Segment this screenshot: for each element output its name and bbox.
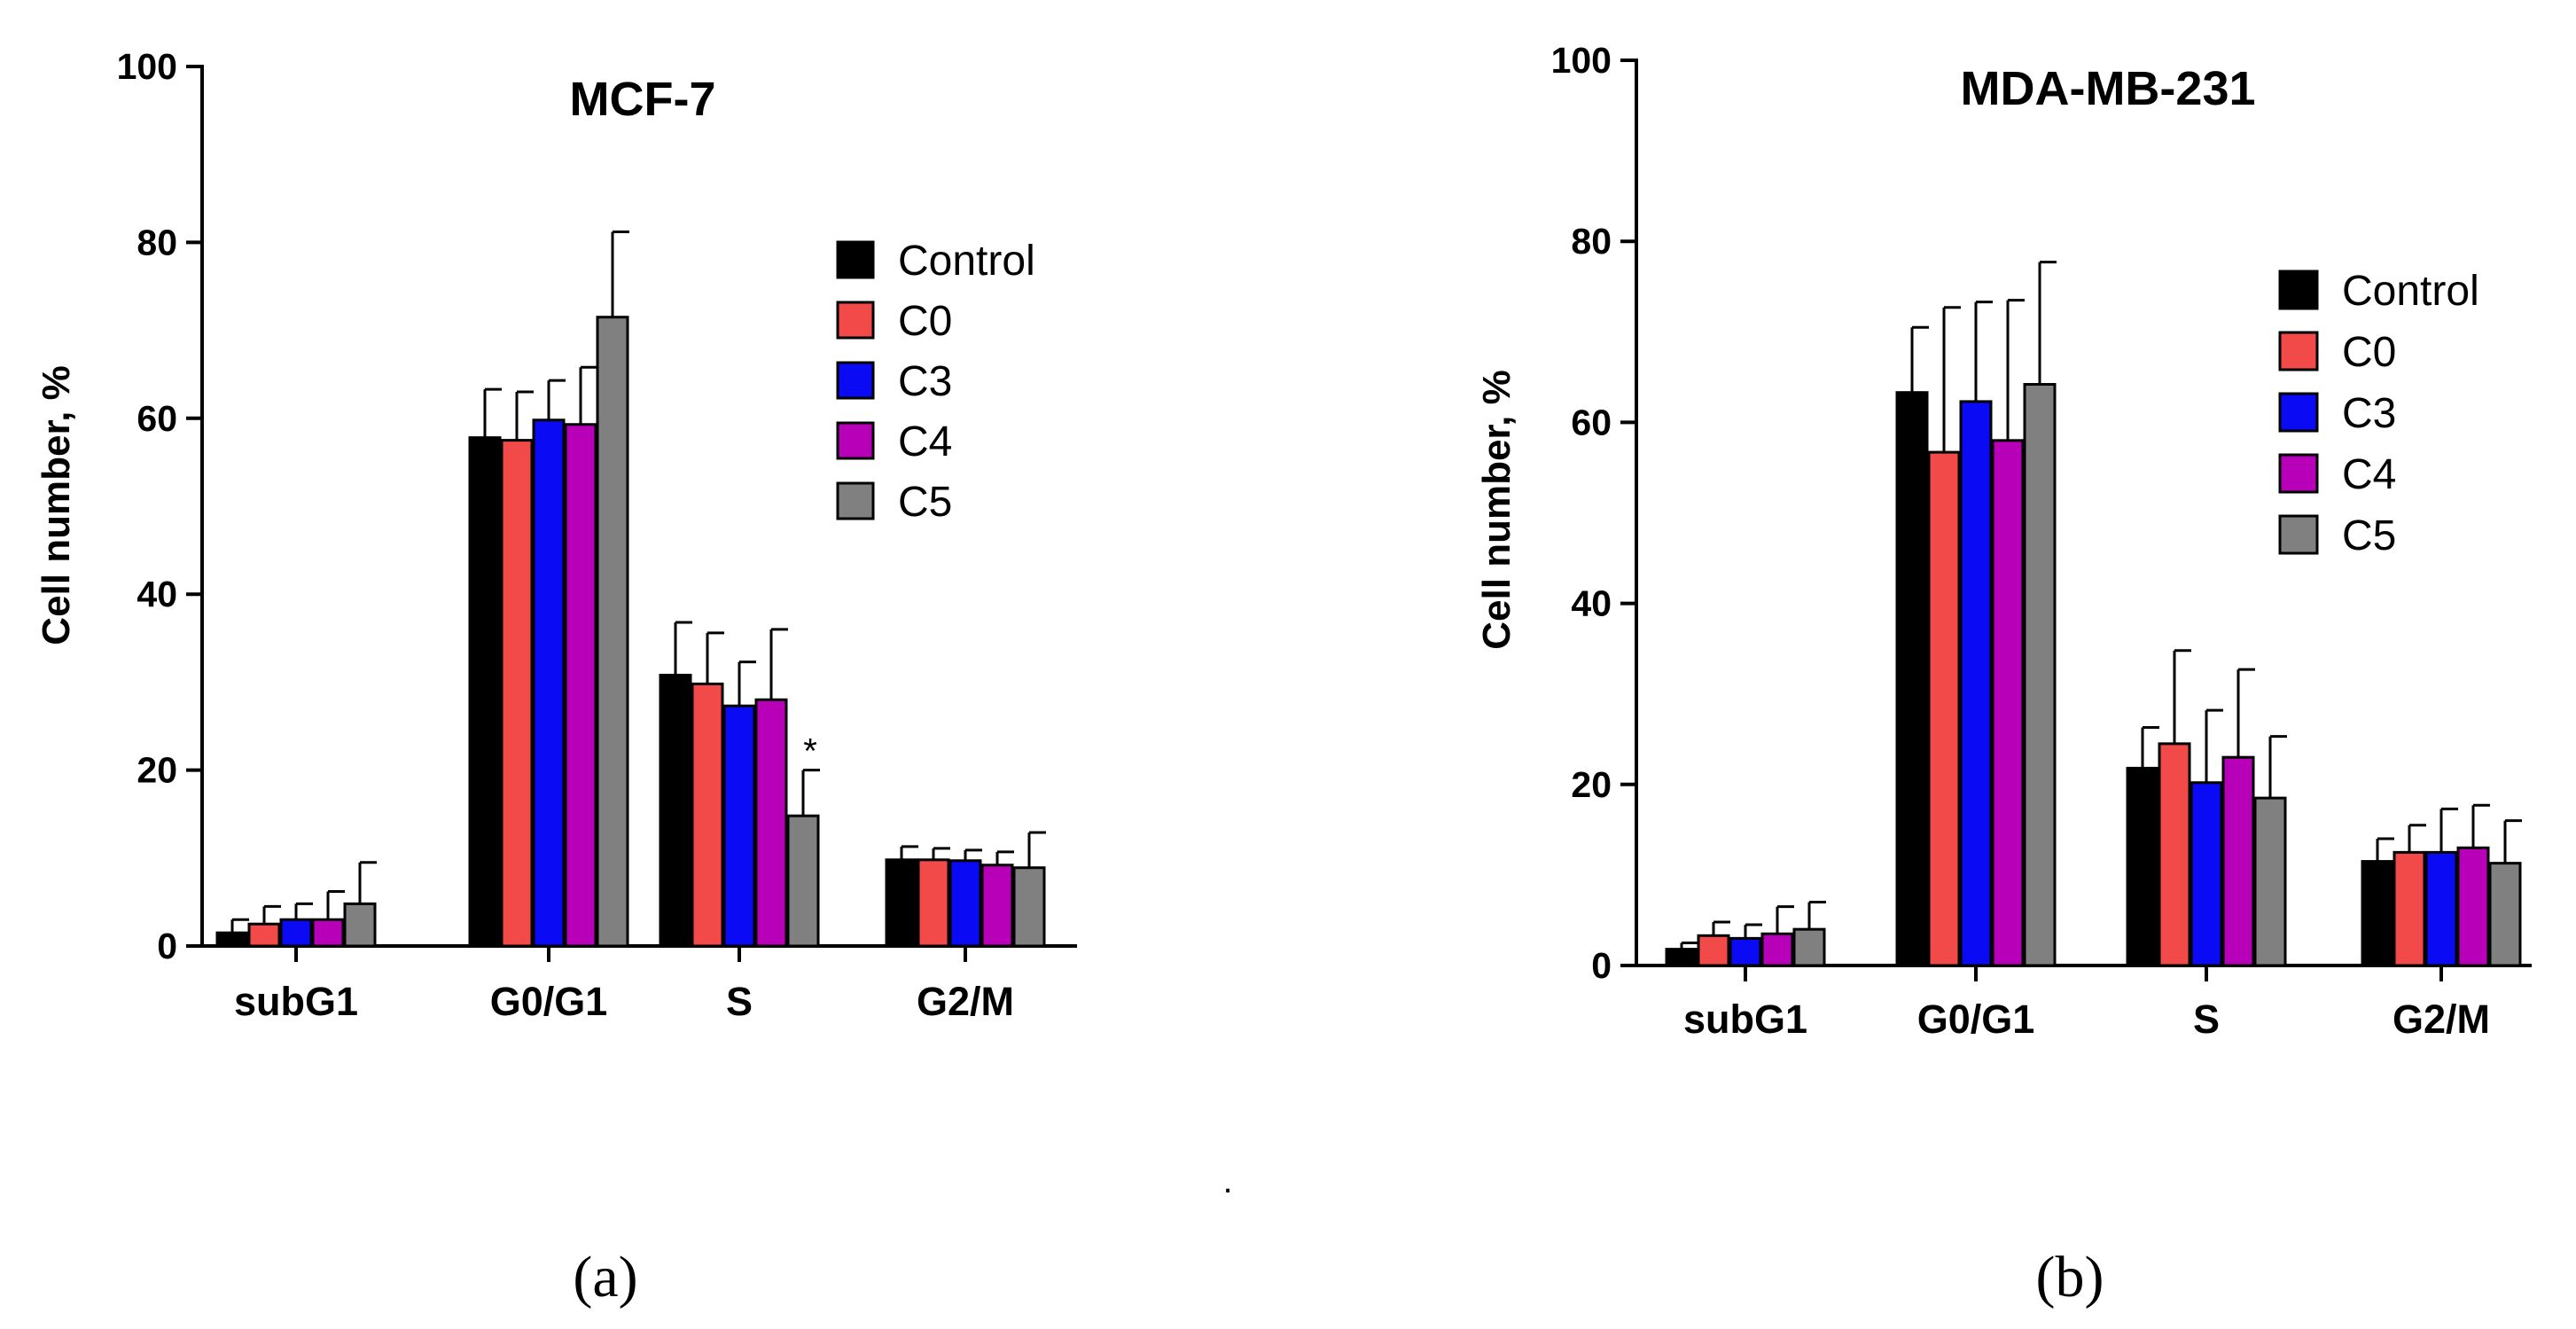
bar-c4-g2-m: [2456, 846, 2490, 967]
bar-c5-g2-m: [2488, 862, 2522, 967]
legend-label-c4: C4: [898, 418, 952, 465]
bar-c3-g0-g1: [1959, 400, 1993, 967]
x-tick-label: G2/M: [917, 979, 1014, 1024]
x-tick-label: G0/G1: [1917, 997, 2035, 1042]
bar-c4-g0-g1: [1991, 439, 2025, 967]
legend-swatch-c3: [2278, 392, 2319, 433]
legend-swatch-control: [2278, 270, 2319, 310]
bar-c5-s: [786, 814, 820, 948]
x-tick-label: S: [2193, 997, 2220, 1042]
y-tick-label: 0: [157, 926, 177, 966]
legend-label-c3: C3: [898, 358, 952, 405]
y-tick-label: 40: [1571, 583, 1612, 624]
x-tick-label: G2/M: [2393, 997, 2490, 1042]
legend-swatch-c5: [836, 481, 875, 520]
bar-c4-s: [754, 698, 788, 948]
legend-swatch-c4: [836, 421, 875, 460]
y-tick-label: 100: [1551, 40, 1612, 81]
y-tick-label: 20: [1571, 764, 1612, 805]
bar-c0-s: [691, 682, 724, 948]
legend-label-control: Control: [898, 238, 1035, 285]
bar-c0-subg1: [247, 922, 281, 948]
legend-swatch-c0: [2278, 331, 2319, 371]
bar-c0-g2-m: [917, 858, 950, 948]
bar-c0-s: [2158, 742, 2191, 967]
y-tick-label: 80: [137, 222, 177, 262]
bar-control-s: [2126, 766, 2159, 967]
x-tick-label: subG1: [1683, 997, 1807, 1042]
bar-control-subg1: [215, 931, 249, 948]
bar-c5-g0-g1: [596, 316, 629, 948]
legend-label-c4: C4: [2342, 451, 2396, 498]
legend-label-control: Control: [2342, 268, 2479, 315]
bar-c4-subg1: [311, 918, 345, 948]
bar-c3-g0-g1: [532, 418, 566, 948]
bar-c5-subg1: [1792, 927, 1826, 967]
x-tick-label: subG1: [234, 979, 358, 1024]
legend-swatch-control: [836, 240, 875, 279]
legend-label-c0: C0: [2342, 329, 2396, 376]
bar-control-g2-m: [2361, 860, 2394, 967]
y-tick-label: 0: [1591, 945, 1612, 986]
bar-c3-s: [722, 704, 756, 948]
bar-control-s: [659, 673, 692, 948]
bar-c3-g2-m: [948, 859, 982, 948]
bar-c4-g0-g1: [564, 423, 597, 948]
y-axis-label: Cell number, %: [1475, 370, 1518, 649]
separator-dot: .: [1222, 1161, 1232, 1200]
bar-c4-g2-m: [980, 864, 1014, 948]
bar-c3-subg1: [279, 918, 313, 948]
bar-c5-g0-g1: [2023, 383, 2057, 967]
x-tick-label: G0/G1: [490, 979, 608, 1024]
y-tick-label: 20: [137, 750, 177, 791]
panel-label: (b): [2036, 1245, 2104, 1309]
bar-c0-subg1: [1697, 934, 1730, 967]
x-tick-label: S: [726, 979, 753, 1024]
legend-swatch-c4: [2278, 453, 2319, 494]
chart-title: MCF-7: [570, 73, 716, 126]
bar-c3-s: [2190, 781, 2223, 967]
bar-c0-g0-g1: [1927, 450, 1961, 967]
y-axis-label: Cell number, %: [35, 365, 78, 645]
legend-swatch-c3: [836, 361, 875, 400]
y-tick-label: 80: [1571, 221, 1612, 262]
chart-title: MDA-MB-231: [1960, 62, 2255, 115]
bar-control-g0-g1: [1895, 391, 1929, 967]
bar-c5-g2-m: [1012, 866, 1046, 948]
bar-c5-subg1: [343, 902, 377, 948]
y-tick-label: 60: [137, 398, 177, 439]
bar-c3-subg1: [1729, 936, 1762, 967]
bar-c5-s: [2253, 796, 2287, 967]
bar-control-subg1: [1665, 948, 1698, 967]
bar-c0-g0-g1: [500, 439, 534, 948]
panel-label: (a): [573, 1245, 637, 1309]
bar-control-g2-m: [885, 858, 918, 948]
chart-panel-mcf7: MCF-7 Cell number, % 0 20 40 60 80 100 subG1 G0/G…: [35, 46, 1077, 1309]
legend-label-c5: C5: [2342, 512, 2396, 559]
legend-label-c0: C0: [898, 298, 952, 345]
y-tick-label: 100: [117, 46, 177, 87]
significance-marker: *: [803, 732, 817, 771]
bar-c0-g2-m: [2393, 850, 2426, 967]
y-tick-label: 60: [1571, 402, 1612, 442]
y-tick-label: 40: [137, 574, 177, 614]
bar-c4-s: [2221, 755, 2255, 967]
chart-panel-mda-mb-231: MDA-MB-231 Cell number, % 0 20 40 60 80 100 subG…: [1475, 40, 2532, 1309]
bar-c3-g2-m: [2424, 850, 2458, 967]
legend-label-c5: C5: [898, 479, 952, 526]
bar-c4-subg1: [1760, 932, 1794, 967]
legend-swatch-c5: [2278, 514, 2319, 555]
bar-control-g0-g1: [468, 436, 502, 948]
legend-label-c3: C3: [2342, 390, 2396, 437]
legend-swatch-c0: [836, 301, 875, 340]
